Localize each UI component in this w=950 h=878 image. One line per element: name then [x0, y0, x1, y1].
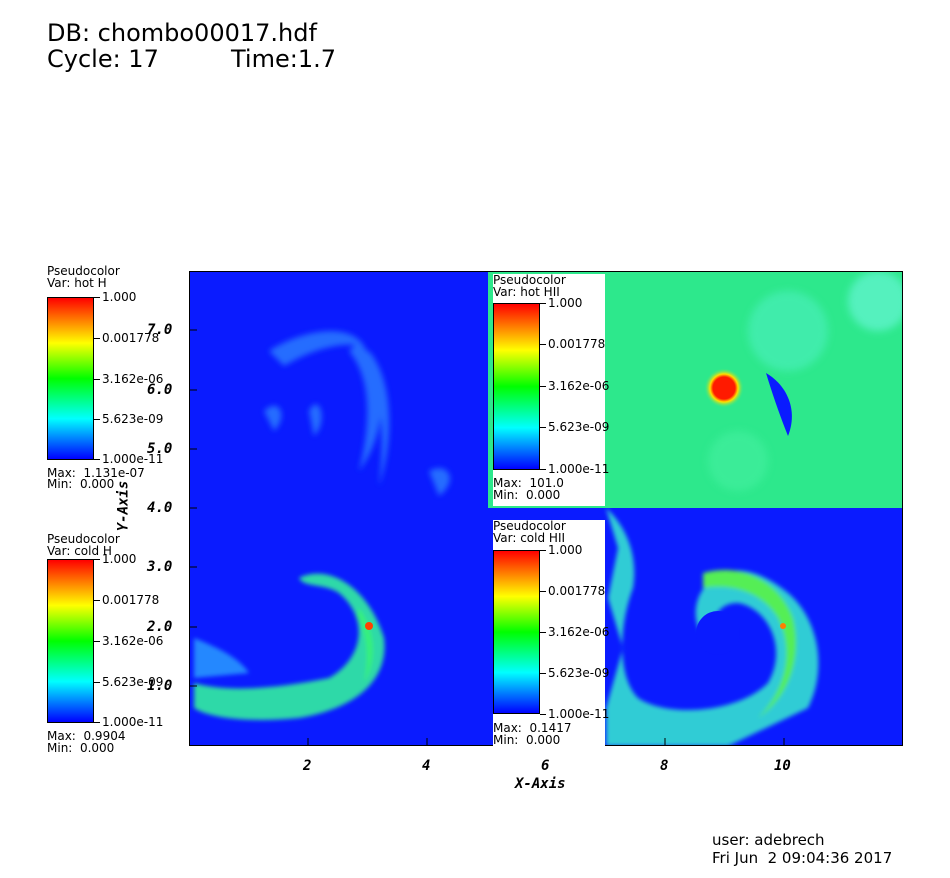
legend-type: Pseudocolor [493, 519, 566, 533]
legend-label: 3.162e-06 [102, 634, 164, 648]
legend-label: 5.623e-09 [548, 420, 610, 434]
cold-core-icon [365, 622, 373, 630]
y-tick-5: 5.0 [147, 441, 173, 457]
y-axis-label: Y-Axis [115, 480, 132, 532]
legend-var: Var: cold H [47, 544, 112, 558]
legend-cold-h: Pseudocolor Var: cold H 1.000 0.001778 3… [47, 533, 187, 758]
y-tick-4: 4.0 [147, 500, 173, 516]
legend-label: 1.000 [548, 543, 583, 557]
y-tick-2: 2.0 [147, 619, 173, 635]
legend-label: 0.001778 [548, 337, 606, 351]
legend-var: Var: hot HII [493, 285, 560, 299]
legend-var: Var: cold HII [493, 531, 566, 545]
legend-var: Var: hot H [47, 276, 107, 290]
legend-label: 1.000e-11 [548, 707, 610, 721]
legend-min: Min: 0.000 [47, 477, 115, 491]
colorbar [47, 559, 94, 723]
colorbar [493, 303, 540, 470]
legend-min: Min: 0.000 [493, 733, 561, 747]
panel-hot-h[interactable] [189, 271, 488, 508]
legend-label: 5.623e-09 [548, 666, 610, 680]
hot-hii-field [704, 271, 903, 491]
legend-label: 5.623e-09 [102, 412, 164, 426]
legend-label: 3.162e-06 [548, 379, 610, 393]
legend-label: 1.000 [102, 552, 137, 566]
legend-max: Max: 0.1417 [493, 721, 572, 735]
legend-label: 3.162e-06 [102, 372, 164, 386]
legend-max: Max: 101.0 [493, 476, 564, 490]
legend-type: Pseudocolor [493, 273, 566, 287]
y-tick-1: 1.0 [147, 678, 173, 694]
panel-cold-h[interactable] [189, 508, 488, 746]
legend-label: 0.001778 [102, 593, 160, 607]
legend-label: 0.001778 [548, 584, 606, 598]
datetime-label: Fri Jun 2 09:04:36 2017 [712, 849, 893, 867]
x-tick-8: 8 [660, 758, 669, 774]
hot-h-field [264, 331, 450, 496]
colorbar [493, 550, 540, 714]
x-tick-10: 10 [774, 758, 791, 774]
legend-label: 1.000 [548, 296, 583, 310]
legend-label: 1.000e-11 [548, 462, 610, 476]
user-label: user: adebrech [712, 831, 825, 849]
hot-core-icon [704, 368, 744, 408]
legend-type: Pseudocolor [47, 264, 120, 278]
y-tick-7: 7.0 [147, 322, 173, 338]
x-tick-4: 4 [422, 758, 431, 774]
legend-hot-hii: Pseudocolor Var: hot HII 1.000 0.001778 … [493, 273, 609, 506]
legend-label: 1.000e-11 [102, 715, 164, 729]
y-tick-3: 3.0 [147, 559, 173, 575]
legend-max: Max: 1.131e-07 [47, 466, 145, 480]
legend-label: 3.162e-06 [548, 625, 610, 639]
time-label: Time:1.7 [231, 45, 336, 73]
legend-min: Min: 0.000 [493, 488, 561, 502]
cold-hii-field [606, 508, 819, 746]
x-axis-label: X-Axis [515, 776, 566, 792]
db-title: DB: chombo00017.hdf [47, 19, 317, 47]
x-tick-2: 2 [303, 758, 312, 774]
colorbar [47, 297, 94, 460]
legend-label: 1.000e-11 [102, 452, 164, 466]
legend-max: Max: 0.9904 [47, 729, 126, 743]
legend-label: 5.623e-09 [102, 675, 164, 689]
x-tick-6: 6 [541, 758, 550, 774]
legend-label: 0.001778 [102, 331, 160, 345]
legend-hot-h: Pseudocolor Var: hot H 1.000 0.001778 3.… [47, 264, 187, 490]
legend-label: 1.000 [102, 290, 137, 304]
legend-cold-hii: Pseudocolor Var: cold HII 1.000 0.001778… [493, 519, 609, 747]
cycle-label: Cycle: 17 [47, 45, 159, 73]
legend-min: Min: 0.000 [47, 741, 115, 755]
legend-type: Pseudocolor [47, 532, 120, 546]
y-tick-6: 6.0 [147, 382, 173, 398]
cold-h-field [194, 573, 385, 720]
